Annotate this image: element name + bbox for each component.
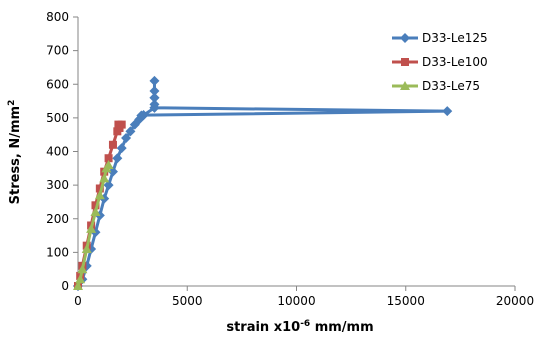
data-point <box>149 75 160 86</box>
legend-item: D33-Le75 <box>392 79 480 93</box>
legend-marker <box>400 33 410 43</box>
data-point <box>86 223 97 233</box>
data-point <box>121 133 132 144</box>
y-axis-title-superscript: 2 <box>7 100 17 106</box>
legend-marker <box>401 58 409 66</box>
data-point <box>125 126 136 137</box>
x-axis-title-superscript: -6 <box>300 319 310 329</box>
x-axis-title-units: mm/mm <box>310 320 373 335</box>
y-axis-title-main: Stress, N/mm <box>8 106 23 204</box>
x-tick-label: 0 <box>74 294 82 308</box>
data-point <box>90 207 101 217</box>
data-point <box>77 264 88 274</box>
data-point <box>103 159 114 169</box>
y-tick-label: 0 <box>61 279 69 293</box>
data-point <box>149 92 160 103</box>
data-point <box>73 281 83 290</box>
data-point <box>114 120 123 129</box>
data-point <box>91 201 100 210</box>
plot-area <box>78 17 515 286</box>
x-tick-label: 15000 <box>387 294 425 308</box>
x-axis: 0 5000 10000 15000 20000 <box>74 285 534 308</box>
series-layer <box>73 75 453 291</box>
data-point <box>107 166 118 177</box>
x-axis-title: strain x10-6 mm/mm <box>226 319 373 335</box>
y-tick-label: 400 <box>46 145 69 159</box>
legend: D33-Le125 D33-Le100 D33-Le75 <box>392 31 488 93</box>
x-tick-label: 20000 <box>496 294 534 308</box>
data-point <box>149 85 160 96</box>
y-axis: 0 100 200 300 400 500 600 700 800 <box>46 10 79 293</box>
data-point <box>149 102 160 113</box>
data-point <box>95 184 104 193</box>
data-point <box>112 153 123 164</box>
x-tick-label: 5000 <box>172 294 203 308</box>
y-axis-title: Stress, N/mm2 <box>7 100 23 205</box>
legend-label: D33-Le75 <box>422 79 480 93</box>
series-line <box>76 164 110 287</box>
data-point <box>108 140 117 149</box>
y-tick-label: 800 <box>46 10 69 24</box>
legend-item: D33-Le125 <box>392 31 488 45</box>
data-point <box>75 274 86 284</box>
y-tick-label: 100 <box>46 245 69 259</box>
y-tick-label: 300 <box>46 178 69 192</box>
data-point <box>136 110 147 121</box>
data-point <box>99 173 110 183</box>
plot-background <box>78 17 515 286</box>
data-point <box>104 154 113 163</box>
y-tick-label: 200 <box>46 212 69 226</box>
y-tick-label: 700 <box>46 44 69 58</box>
data-point <box>94 190 105 200</box>
legend-item: D33-Le100 <box>392 55 488 69</box>
series-d33-le75 <box>73 159 114 290</box>
legend-label: D33-Le125 <box>422 31 488 45</box>
legend-label: D33-Le100 <box>422 55 488 69</box>
y-tick-label: 600 <box>46 77 69 91</box>
data-point <box>116 143 127 154</box>
y-tick-label: 500 <box>46 111 69 125</box>
x-axis-title-main: strain x10 <box>226 320 300 335</box>
x-tick-label: 10000 <box>277 294 315 308</box>
legend-marker <box>400 81 410 90</box>
data-point <box>442 106 453 117</box>
data-point <box>81 244 92 254</box>
data-point <box>103 180 114 191</box>
